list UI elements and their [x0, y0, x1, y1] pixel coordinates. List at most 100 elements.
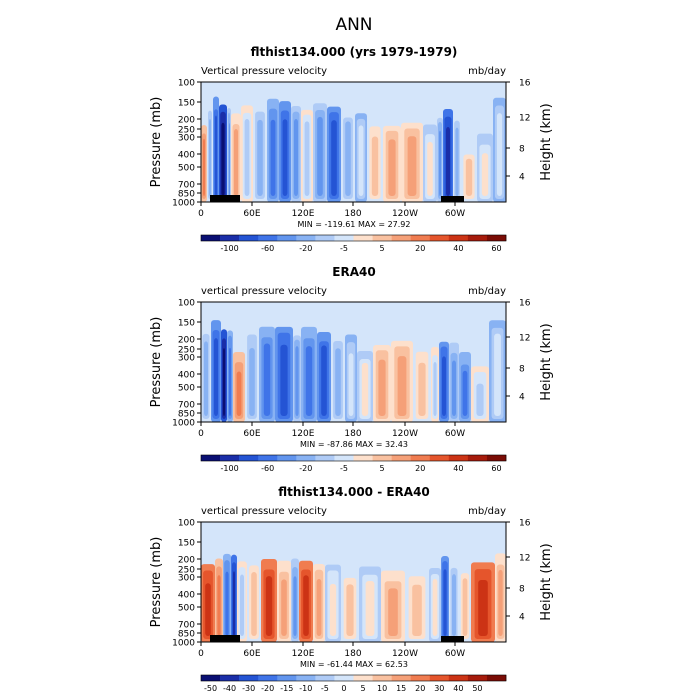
contour-band: [496, 113, 503, 196]
contour-band: [240, 574, 244, 636]
pressure-tick-label: 250: [178, 346, 195, 356]
contour-band: [321, 345, 327, 416]
height-tick-label: 4: [519, 613, 525, 623]
colorbar-label: -100: [221, 244, 239, 253]
colorbar-label: -30: [242, 684, 255, 693]
panel-title: flthist134.000 (yrs 1979-1979): [251, 45, 458, 59]
contour-band: [304, 121, 310, 196]
colorbar-swatch: [467, 455, 488, 461]
pressure-tick-label: 200: [178, 336, 195, 346]
colorbar: -100 -60 -20 -5 5 20 40 60: [200, 454, 507, 473]
contour-band: [295, 346, 299, 416]
colorbar-swatch: [467, 235, 488, 241]
contour-band: [465, 158, 473, 196]
contour-band: [478, 579, 488, 636]
colorbar-swatch: [201, 675, 221, 681]
pressure-tick-label: 150: [178, 99, 195, 109]
pressure-tick-label: 850: [178, 630, 195, 640]
lon-tick-label: 60W: [445, 429, 465, 439]
contour-band: [348, 353, 354, 416]
chart-panel-1: flthist134.000 (yrs 1979-1979) Vertical p…: [149, 45, 554, 253]
colorbar-swatch: [391, 235, 411, 241]
y2-axis-title: Height (km): [539, 323, 554, 400]
colorbar-label: -20: [299, 244, 312, 253]
height-tick-label: 16: [519, 79, 531, 89]
contour-band: [335, 348, 341, 416]
contour-band: [249, 347, 255, 416]
contour-band: [412, 584, 422, 636]
panel-units-label: mb/day: [468, 66, 506, 77]
colorbar-swatch: [220, 455, 240, 461]
contour-band: [204, 341, 208, 416]
contour-band: [257, 119, 263, 196]
colorbar-swatch: [277, 455, 297, 461]
colorbar-swatch: [372, 675, 392, 681]
colorbar: -100 -60 -20 -5 5 20 40 60: [200, 234, 507, 253]
colorbar-swatch: [429, 455, 450, 461]
contour-band: [476, 383, 484, 416]
contour-band: [217, 575, 221, 636]
contour-band: [229, 122, 230, 196]
panel-title: ERA40: [332, 265, 375, 279]
colorbar-label: 5: [380, 464, 385, 473]
contour-band: [481, 153, 489, 196]
contour-band: [281, 579, 287, 636]
colorbar-swatch: [353, 675, 373, 681]
colorbar-swatch: [353, 235, 373, 241]
panel-units-label: mb/day: [468, 506, 506, 517]
height-tick-label: 12: [519, 554, 530, 564]
contour-band: [233, 571, 235, 636]
colorbar-label: -100: [221, 464, 239, 473]
colorbar-swatch: [315, 455, 335, 461]
colorbar-swatch: [220, 235, 240, 241]
lon-tick-label: 180: [344, 209, 361, 219]
colorbar: -50 -40 -30 -20 -15 -10 -5 0 5 10 15 20 30 40 50: [200, 674, 507, 693]
contour-band: [234, 128, 238, 196]
pressure-tick-label: 850: [178, 410, 195, 420]
colorbar-swatch: [201, 455, 221, 461]
colorbar-label: -10: [299, 684, 312, 693]
y-axis-title: Pressure (mb): [149, 97, 164, 188]
lon-tick-label: 0: [198, 429, 204, 439]
terrain-mask: [441, 196, 464, 202]
y2-axis-title: Height (km): [539, 543, 554, 620]
lon-tick-label: 60E: [243, 649, 260, 659]
lon-tick-label: 60E: [243, 209, 260, 219]
pressure-tick-label: 100: [178, 299, 195, 309]
lon-tick-label: 120E: [292, 429, 315, 439]
colorbar-swatch: [486, 455, 507, 461]
contour-band: [361, 362, 369, 416]
contour-band: [294, 119, 298, 196]
contour-band: [214, 338, 218, 416]
colorbar-swatch: [334, 455, 354, 461]
colorbar-swatch: [220, 675, 240, 681]
pressure-tick-label: 200: [178, 116, 195, 126]
contour-band: [443, 569, 447, 636]
contour-band: [452, 360, 456, 416]
contour-band: [282, 119, 288, 196]
y2-axis-title: Height (km): [539, 103, 554, 180]
pressure-tick-label: 500: [178, 384, 195, 394]
lon-tick-label: 60E: [243, 429, 260, 439]
colorbar-label: -5: [321, 684, 329, 693]
panel-variable-label: Vertical pressure velocity: [201, 66, 327, 77]
height-tick-label: 16: [519, 519, 531, 529]
colorbar-swatch: [239, 455, 259, 461]
colorbar-label: -5: [340, 244, 348, 253]
contour-band: [442, 356, 446, 416]
contour-band: [270, 119, 276, 196]
lon-tick-label: 120E: [292, 649, 315, 659]
pressure-tick-label: 300: [178, 574, 195, 584]
height-tick-label: 12: [519, 334, 530, 344]
colorbar-swatch: [277, 235, 297, 241]
contour-band: [305, 346, 313, 416]
colorbar-swatch: [372, 235, 392, 241]
contour-band: [446, 127, 450, 196]
height-tick-label: 4: [519, 173, 525, 183]
contour-band: [407, 136, 417, 196]
contour-band: [329, 583, 337, 636]
contour-band: [251, 571, 257, 636]
pressure-tick-label: 700: [178, 401, 195, 411]
colorbar-label: 50: [472, 684, 482, 693]
height-tick-label: 4: [519, 393, 525, 403]
